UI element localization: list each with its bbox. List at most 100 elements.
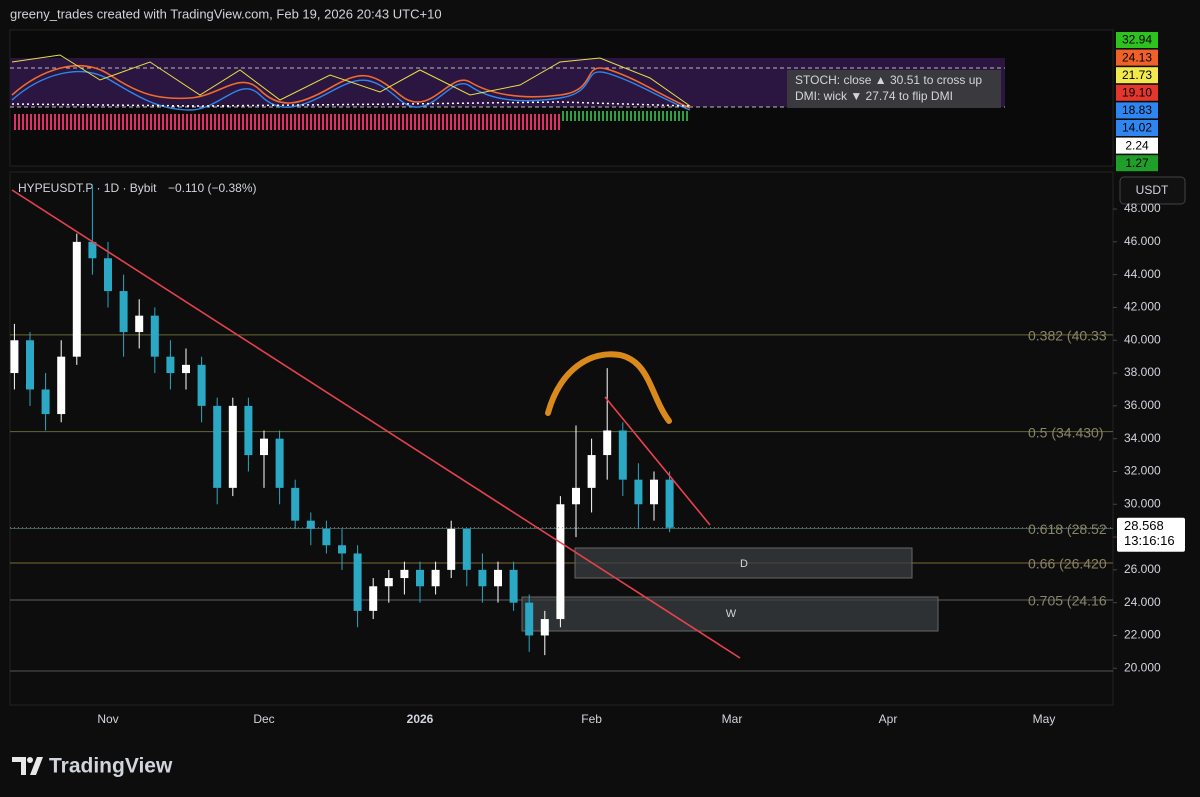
fib-label: 0.5 (34.430) [1028, 424, 1104, 440]
zone [521, 596, 939, 632]
candle-body [135, 315, 144, 333]
y-tick-label: 20.000 [1124, 660, 1161, 674]
badge-label: 32.94 [1122, 33, 1152, 47]
badge [1116, 137, 1158, 154]
y-tick-label: 26.000 [1124, 562, 1161, 576]
y-tick-label: 44.000 [1124, 267, 1161, 281]
tooltip [787, 70, 1001, 108]
y-tick-label: 46.000 [1124, 234, 1161, 248]
candle-body [462, 528, 471, 570]
badge-label: 19.10 [1122, 85, 1152, 99]
fib-label: 0.66 (26.420 [1028, 556, 1107, 572]
candle-body [431, 569, 440, 587]
candle-body [57, 356, 66, 415]
countdown: 13:16:16 [1124, 533, 1175, 548]
candle-body [88, 241, 97, 259]
candle-body [213, 405, 222, 488]
y-tick-label: 24.000 [1124, 595, 1161, 609]
change: −0.110 (−0.38%) [168, 181, 257, 195]
candle-body [166, 356, 175, 374]
badge [1116, 32, 1158, 48]
badge [1116, 84, 1158, 101]
candle-body [369, 586, 378, 611]
y-tick-label: 32.000 [1124, 464, 1161, 478]
candle-body [353, 553, 362, 611]
badge-label: 14.02 [1122, 121, 1152, 135]
zone [574, 547, 913, 579]
candle-body [634, 479, 643, 505]
zone-label: D [740, 558, 748, 570]
x-tick-label: Apr [879, 712, 898, 726]
candle-body [540, 619, 549, 636]
y-tick-label: 34.000 [1124, 431, 1161, 445]
candle-body [26, 340, 34, 390]
x-tick-label: May [1033, 712, 1056, 726]
candle-body [306, 520, 315, 529]
trendline [604, 396, 711, 526]
candle-body [665, 479, 674, 528]
badge-label: 21.73 [1122, 68, 1152, 82]
candle-body [322, 528, 331, 546]
candle-body [275, 438, 284, 488]
indicator-line [11, 101, 691, 107]
candle-body [447, 528, 456, 570]
candle-body [587, 455, 596, 488]
candle-body [104, 258, 112, 292]
axes: 20.00022.00024.00026.00028.00030.00032.0… [10, 201, 1185, 726]
last-price: 28.568 [1124, 518, 1164, 533]
candle-body [478, 569, 487, 587]
candle-body [416, 569, 424, 587]
y-tick-label: 48.000 [1124, 201, 1161, 215]
badge-label: 2.24 [1125, 138, 1149, 152]
logo-icon [12, 757, 43, 775]
badge-label: 18.83 [1122, 103, 1152, 117]
tooltip-line: DMI: wick ▼ 27.74 to flip DMI [795, 89, 953, 103]
candle-body [228, 405, 237, 488]
y-tick-label: 38.000 [1124, 365, 1161, 379]
x-tick-label: 2026 [407, 712, 434, 726]
candle-body [384, 578, 393, 587]
logo: TradingView [49, 755, 173, 778]
badge [1116, 102, 1158, 119]
badge [1116, 49, 1158, 66]
candle-body [197, 364, 206, 406]
symbol: HYPEUSDT.P · 1D · Bybit [18, 181, 157, 195]
candle-body [150, 315, 159, 357]
fib-label: 0.705 (24.16 [1028, 593, 1107, 609]
currency-button[interactable] [1119, 176, 1186, 205]
y-tick-label: 36.000 [1124, 398, 1161, 412]
candle-body [10, 340, 19, 374]
zone-label: W [726, 608, 737, 620]
badges: 32.94 24.13 21.73 19.10 18.83 14.02 2.24 1.27 [1116, 32, 1158, 172]
candle-body [72, 241, 81, 357]
fib-label: 0.382 (40.33 [1028, 328, 1107, 344]
x-tick-label: Nov [97, 712, 118, 726]
candle-body [291, 487, 300, 521]
candle-body [494, 569, 502, 587]
badge-label: 1.27 [1125, 156, 1149, 170]
x-tick-label: Mar [722, 712, 743, 726]
trendline [11, 189, 741, 659]
candle-body [603, 430, 612, 456]
badge [1116, 155, 1158, 172]
logo-icon [27, 757, 33, 763]
candle-body [244, 405, 253, 456]
y-tick-label: 30.000 [1124, 496, 1161, 510]
tooltip-line: STOCH: close ▲ 30.51 to cross up [795, 73, 982, 87]
candles [10, 184, 674, 656]
candle-body [509, 569, 518, 603]
candle-body [618, 430, 627, 480]
badge [1116, 120, 1158, 136]
candle-body [650, 479, 658, 505]
candle-body [556, 504, 565, 620]
drawing [545, 351, 672, 424]
candle-body [260, 438, 268, 456]
x-tick-label: Dec [253, 712, 274, 726]
indicator-line [11, 65, 691, 109]
currency[interactable]: USDT [1136, 183, 1169, 197]
candle-body [119, 291, 128, 333]
candle-body [572, 487, 580, 505]
y-tick-label: 42.000 [1124, 300, 1161, 314]
candle-body [338, 545, 346, 554]
